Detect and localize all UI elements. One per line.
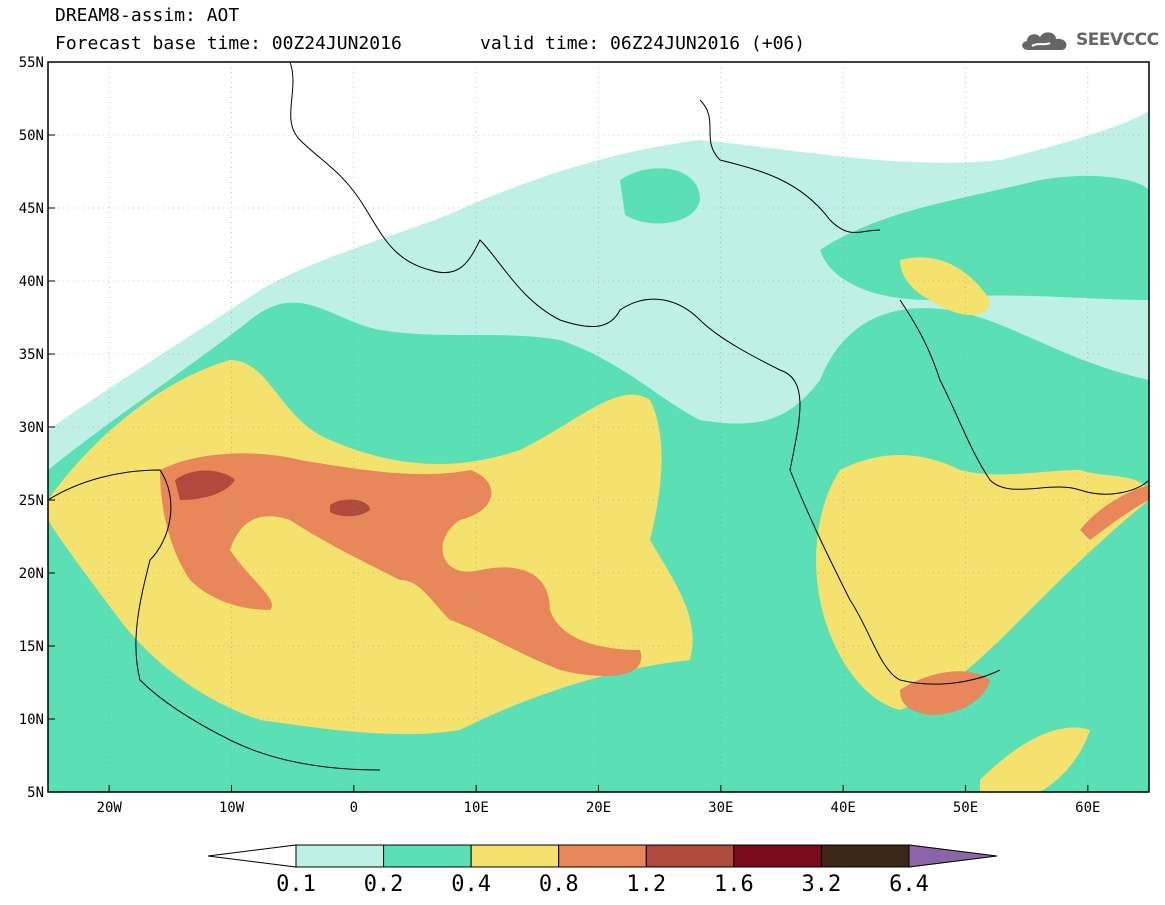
aot-level-0.2-blob [620,168,700,224]
colorbar-level-label: 0.1 [276,872,316,897]
colorbar: 0.1 0.2 0.4 0.8 1.2 1.6 3.2 6.4 [207,844,998,897]
lon-tick-label: 60E [1075,800,1100,816]
colorbar-swatch [470,844,560,868]
aot-field [48,110,1149,792]
colorbar-level-label: 3.2 [802,872,842,897]
aot-level-1.2 [175,470,235,500]
aot-level-0.4-arabia [816,455,1149,710]
seevccc-logo: SEEVCCC [1018,26,1159,54]
valid-time: valid time: 06Z24JUN2016 (+06) [480,33,806,54]
aot-level-0.4-eastcoast [980,727,1090,792]
lon-tick-label: 0 [350,800,358,816]
colorbar-level-label: 6.4 [889,872,929,897]
lat-tick-label: 10N [19,712,44,728]
aot-level-0.8-yemen [900,671,990,715]
colorbar-swatch [558,844,647,868]
colorbar-swatch [733,844,822,868]
title-model: DREAM8-assim: AOT [55,5,240,26]
lon-tick-label: 20E [586,800,611,816]
colorbar-level-label: 1.2 [626,872,666,897]
colorbar-swatch [820,844,910,868]
colorbar-left-arrow [207,844,297,868]
lon-tick-label: 40E [831,800,856,816]
lat-tick-label: 30N [19,420,44,436]
coastlines [48,62,1149,771]
cloud-icon [1022,32,1067,50]
colorbar-swatch [645,844,735,868]
lon-tick-label: 50E [953,800,978,816]
axis-ticks: 20W 10W 0 10E 20E 30E 40E 50E 60E 55N 50N 45N 40N 35N… [19,55,1101,816]
colorbar-level-label: 0.2 [364,872,404,897]
aot-level-0.8-oman [1080,485,1149,540]
colorbar-level-label: 1.6 [714,872,754,897]
lon-tick-label: 20W [97,800,123,816]
lat-tick-label: 5N [27,785,44,801]
lat-tick-label: 25N [19,493,44,509]
colorbar-right-arrow [908,844,998,868]
lon-tick-label: 10W [219,800,245,816]
graticule [48,62,1149,792]
aot-level-0.4-caucasus [900,257,990,315]
lon-tick-label: 10E [464,800,489,816]
title-times: Forecast base time: 00Z24JUN2016 valid ti… [55,33,805,54]
lat-tick-label: 20N [19,566,44,582]
lat-tick-label: 45N [19,201,44,217]
lat-tick-label: 55N [19,55,44,71]
base-time: Forecast base time: 00Z24JUN2016 [55,33,402,54]
colorbar-swatch [295,844,385,868]
colorbar-swatch [383,844,472,868]
colorbar-level-label: 0.4 [451,872,491,897]
lat-tick-label: 40N [19,274,44,290]
lat-tick-label: 50N [19,128,44,144]
aot-level-1.2-b [330,499,370,517]
aot-level-0.8 [160,453,642,676]
lat-tick-label: 15N [19,639,44,655]
lon-tick-label: 30E [708,800,733,816]
colorbar-level-label: 0.8 [539,872,579,897]
logo-text: SEEVCCC [1076,30,1159,50]
lat-tick-label: 35N [19,347,44,363]
